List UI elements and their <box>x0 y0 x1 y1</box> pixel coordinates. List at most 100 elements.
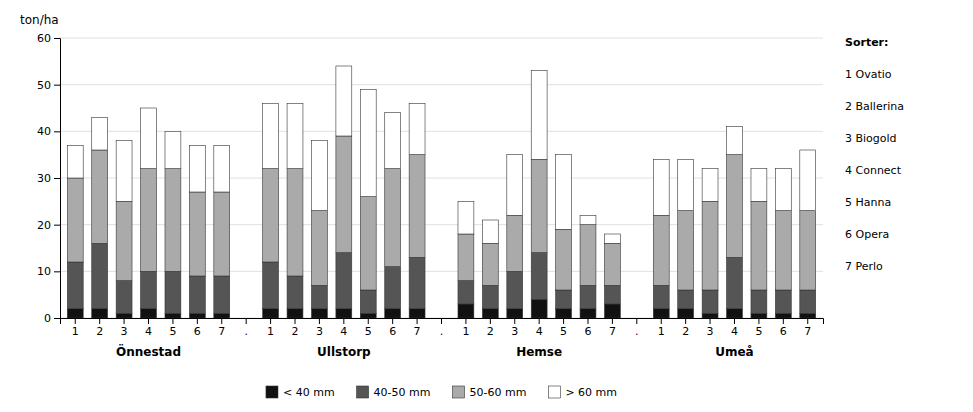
x-tick-mark <box>612 318 613 324</box>
bar-segment <box>727 155 743 258</box>
x-tick-mark <box>75 318 76 324</box>
y-axis: 0102030405060 <box>37 32 61 325</box>
bar-segment <box>531 71 547 160</box>
x-tick-label: . <box>440 325 444 338</box>
bar-segment <box>751 290 767 313</box>
bar-segment <box>214 276 230 313</box>
annotation: 6 Opera <box>845 228 889 241</box>
x-tick-label: 1 <box>658 325 665 338</box>
group-label: Önnestad <box>116 344 181 359</box>
x-tick-mark <box>124 318 125 324</box>
x-tick-mark <box>587 318 588 324</box>
legend-label: 50-60 mm <box>470 386 527 399</box>
bar-segment <box>336 309 352 318</box>
x-tick-mark <box>441 318 442 324</box>
y-tick: 50 <box>37 79 60 92</box>
bar-segment <box>507 155 523 216</box>
bar-segment <box>531 299 547 318</box>
bar-segment <box>311 141 327 211</box>
bar-segment <box>604 234 620 243</box>
x-tick-mark <box>99 318 100 324</box>
bar-segment <box>556 290 572 309</box>
bar-segment <box>263 169 279 262</box>
x-tick-label: . <box>244 325 248 338</box>
x-tick-label: 4 <box>731 325 738 338</box>
x-tick-label: 1 <box>267 325 274 338</box>
bar-segment <box>482 220 498 243</box>
bar-segment <box>678 290 694 309</box>
legend-item: 50-60 mm <box>453 386 527 399</box>
series <box>67 66 815 243</box>
bar-segment <box>678 211 694 290</box>
bar-segment <box>165 131 181 168</box>
bar-segment <box>580 215 596 224</box>
y-axis-line <box>54 39 61 319</box>
bar-segment <box>141 169 157 272</box>
x-tick: 3 <box>316 318 323 338</box>
x-tick-mark <box>563 318 564 324</box>
x-tick-label: 3 <box>316 325 323 338</box>
y-tick-mark <box>54 85 60 86</box>
y-tick: 10 <box>37 265 60 278</box>
x-tick-label: 5 <box>365 325 372 338</box>
bars <box>67 66 815 318</box>
bar-segment <box>92 117 108 150</box>
annotations: Sorter:1 Ovatio2 Ballerina3 Biogold4 Con… <box>845 36 904 273</box>
x-tick: 7 <box>804 318 811 338</box>
legend: < 40 mm40-50 mm50-60 mm> 60 mm <box>266 386 617 399</box>
bar-segment <box>800 290 816 313</box>
legend-item: 40-50 mm <box>357 386 431 399</box>
x-tick: 2 <box>682 318 689 338</box>
x-tick-label: 5 <box>169 325 176 338</box>
bar-segment <box>409 155 425 258</box>
bar-segment <box>653 309 669 318</box>
bar-segment <box>287 276 303 309</box>
legend-label: < 40 mm <box>283 386 335 399</box>
x-tick: 2 <box>96 318 103 338</box>
bar-segment <box>116 201 132 280</box>
y-tick-label: 20 <box>37 219 51 232</box>
annotation: 1 Ovatio <box>845 68 892 81</box>
x-tick-mark <box>295 318 296 324</box>
x-tick: . <box>244 318 248 338</box>
x-tick-mark <box>270 318 271 324</box>
x-tick-label: 3 <box>707 325 714 338</box>
x-tick: . <box>635 318 639 338</box>
bar-segment <box>702 169 718 202</box>
x-tick-label: 4 <box>145 325 152 338</box>
x-tick-mark <box>661 318 662 324</box>
x-tick: 3 <box>121 318 128 338</box>
x-tick-mark <box>783 318 784 324</box>
x-tick: 3 <box>707 318 714 338</box>
y-tick: 60 <box>37 32 60 45</box>
y-tick: 0 <box>44 312 60 325</box>
bar-segment <box>482 243 498 285</box>
bar-segment <box>287 103 303 168</box>
y-tick-label: 50 <box>37 79 51 92</box>
x-tick: 1 <box>658 318 665 338</box>
x-tick-label: 7 <box>609 325 616 338</box>
x-tick: 4 <box>731 318 738 338</box>
bar-segment <box>360 197 376 290</box>
x-tick: 7 <box>218 318 225 338</box>
bar-segment <box>678 159 694 210</box>
bar-segment <box>800 211 816 290</box>
y-tick-mark <box>54 318 60 319</box>
x-tick-mark <box>368 318 369 324</box>
y-tick-mark <box>54 38 60 39</box>
legend-swatch <box>548 386 560 398</box>
annotation: Sorter: <box>845 36 888 49</box>
bar-segment <box>702 313 718 318</box>
x-tick-mark <box>807 318 808 324</box>
bar-segment <box>385 309 401 318</box>
grid-line <box>60 38 823 39</box>
annotation: 7 Perlo <box>845 260 883 273</box>
y-tick-label: 10 <box>37 265 51 278</box>
legend-swatch <box>266 386 278 398</box>
bar-segment <box>360 313 376 318</box>
x-tick-mark <box>392 318 393 324</box>
x-tick: 2 <box>292 318 299 338</box>
x-tick: 6 <box>194 318 201 338</box>
bar-segment <box>360 290 376 313</box>
bar-segment <box>116 141 132 202</box>
